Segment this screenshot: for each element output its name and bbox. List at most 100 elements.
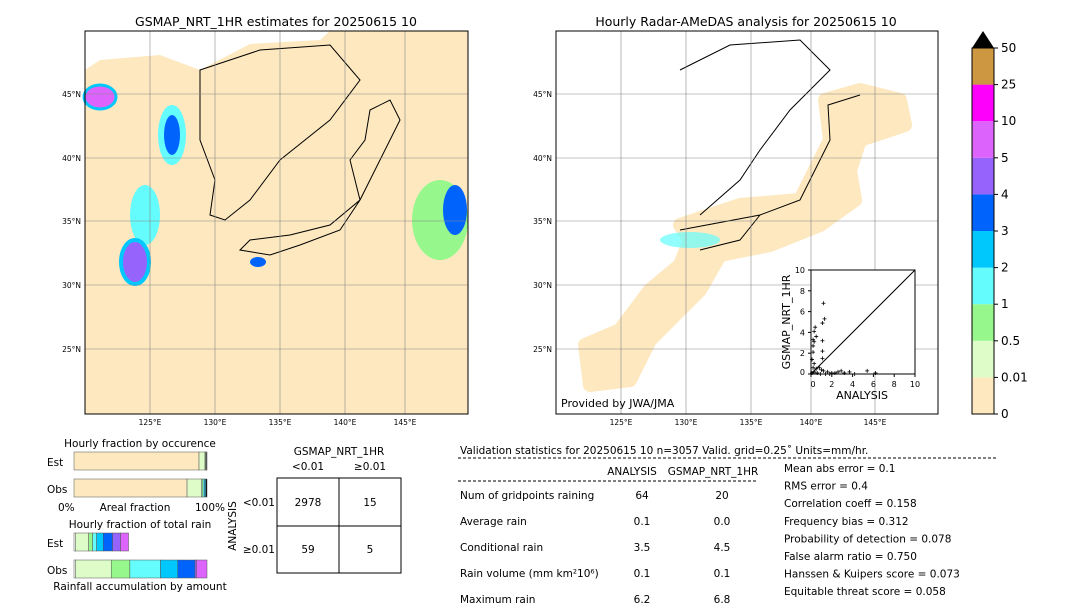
- stats-gsmap-value: 20: [715, 490, 728, 502]
- totalrain-xlabel: Rainfall accumulation by amount: [53, 581, 226, 593]
- rain-area: [164, 115, 180, 155]
- table-cell: 59: [301, 544, 314, 556]
- bar-segment: [177, 559, 196, 579]
- row-label: ANALYSIS: [227, 501, 239, 551]
- rain-area: [250, 257, 266, 267]
- col-header: <0.01: [292, 461, 324, 473]
- scatter-point: [839, 368, 844, 373]
- scatter-ytick-label: 2: [800, 349, 805, 358]
- scatter-ytick-label: 6: [800, 308, 805, 317]
- scatter-point: [818, 372, 823, 376]
- rain-area: [443, 185, 467, 235]
- lat-tick-label: 35°N: [62, 217, 81, 226]
- lat-tick-label: 25°N: [533, 345, 552, 354]
- right-map-frame: [555, 30, 939, 415]
- coastline: [199, 44, 361, 221]
- scatter-point: [810, 370, 815, 375]
- lon-tick-label: 130°E: [675, 418, 698, 427]
- stats-gsmap-value: 4.5: [714, 542, 731, 554]
- stats-row-label: Conditional rain: [460, 542, 543, 554]
- colorbar-segment: [972, 84, 994, 122]
- colorbar-tick-label: 0: [1001, 407, 1009, 421]
- colorbar-tick-label: 5: [1001, 151, 1009, 165]
- scatter-ylabel: GSMAP_NRT_1HR: [780, 274, 793, 369]
- stats-analysis-value: 64: [635, 490, 649, 502]
- contingency-table: GSMAP_NRT_1HR <0.01 ≥0.01 ANALYSIS <0.01…: [227, 446, 402, 574]
- coastline-japan: [238, 99, 401, 256]
- colorbar-segment: [972, 121, 994, 158]
- bar-segment: [110, 559, 131, 579]
- scatter-point: [821, 301, 826, 306]
- rain-area: [660, 232, 720, 248]
- bar-segment: [73, 478, 188, 498]
- bar-segment: [112, 532, 121, 552]
- provider-label: Provided by JWA/JMA: [561, 397, 675, 410]
- row-header: ≥0.01: [243, 544, 275, 556]
- bar-segment: [120, 532, 129, 552]
- stats-score: RMS error = 0.4: [784, 481, 868, 493]
- bar-segment: [186, 478, 202, 498]
- colorbar-segment: [972, 48, 994, 85]
- colorbar-segment: [972, 231, 994, 268]
- left-map-nodata: [85, 31, 330, 70]
- colorbar-tick-label: 4: [1001, 187, 1009, 201]
- rain-area: [130, 185, 160, 245]
- table-cell: 5: [367, 544, 374, 556]
- stats-score: Hanssen & Kuipers score = 0.073: [784, 569, 960, 581]
- bar-segment: [88, 532, 93, 552]
- stats-gsmap-value: 0.0: [714, 516, 731, 528]
- stats-analysis-value: 3.5: [634, 542, 651, 554]
- scatter-point: [810, 357, 815, 362]
- colorbar-segment: [972, 377, 994, 414]
- occurrence-est-label: Est: [47, 457, 63, 469]
- scatter-point: [817, 365, 822, 370]
- lon-tick-label: 125°E: [139, 418, 162, 427]
- colorbar: 0 0.01 0.5 1 2 3 4 5 10 25 50: [971, 31, 1028, 421]
- bar-segment: [198, 451, 206, 471]
- scatter-point: [814, 366, 819, 371]
- occurrence-xtick-0: 0%: [58, 502, 75, 514]
- scatter-xlabel: ANALYSIS: [836, 389, 888, 402]
- stats-row-label: Rain volume (mm km²10⁶): [460, 568, 599, 580]
- scatter-point: [820, 349, 825, 354]
- occurrence-bars: [73, 451, 208, 498]
- scatter-xtick-label: 0: [810, 380, 815, 389]
- coastline-japan: [679, 94, 861, 251]
- scatter-point: [847, 369, 852, 374]
- bar-segment: [160, 559, 178, 579]
- coastline: [679, 39, 831, 216]
- lat-tick-label: 40°N: [533, 154, 552, 163]
- colorbar-segment: [972, 304, 994, 341]
- scatter-ytick-label: 4: [800, 328, 805, 337]
- bar-segment: [75, 532, 89, 552]
- stats-score: False alarm ratio = 0.750: [784, 551, 917, 563]
- scatter-point: [812, 361, 817, 366]
- scatter-ytick-label: 8: [800, 287, 805, 296]
- stats-score: Frequency bias = 0.312: [784, 516, 909, 528]
- scatter-ytick-label: 10: [795, 266, 805, 275]
- scatter-point: [811, 365, 816, 370]
- table-cell: 15: [363, 497, 376, 509]
- totalrain-bars: [73, 532, 208, 579]
- left-map-title: GSMAP_NRT_1HR estimates for 20250615 10: [135, 14, 417, 29]
- scatter-point: [820, 338, 825, 343]
- lat-tick-label: 40°N: [62, 154, 81, 163]
- scatter-point: [827, 372, 832, 376]
- scatter-point: [820, 356, 825, 361]
- colorbar-tick-label: 0.01: [1001, 370, 1028, 384]
- stats-row-label: Num of gridpoints raining: [460, 490, 594, 502]
- row-header: <0.01: [243, 497, 275, 509]
- scatter-point: [812, 339, 817, 344]
- totalrain-title: Hourly fraction of total rain: [69, 519, 212, 531]
- table-cell: 2978: [295, 497, 322, 509]
- right-map-gridlines: 125°E 130°E 135°E 140°E 145°E 45°N 40°N 35°N 30°…: [533, 31, 938, 427]
- colorbar-tick-label: 0.5: [1001, 334, 1020, 348]
- occurrence-xlabel: Areal fraction: [100, 502, 171, 514]
- lon-tick-label: 135°E: [740, 418, 763, 427]
- scatter-point: [825, 369, 830, 374]
- colorbar-tick-label: 50: [1001, 41, 1016, 55]
- right-map-title: Hourly Radar-AMeDAS analysis for 2025061…: [595, 14, 896, 29]
- scatter-point: [852, 372, 857, 376]
- scatter-point: [815, 370, 820, 375]
